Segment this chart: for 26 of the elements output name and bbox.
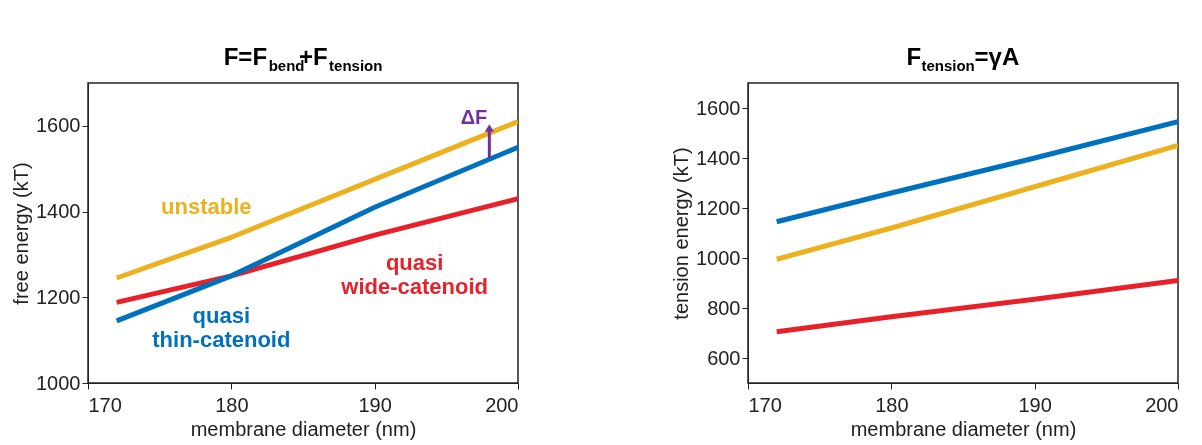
y-tick-label: 600 <box>707 346 741 369</box>
y-tick-label: 1400 <box>36 200 81 223</box>
y-tick-label: 1200 <box>36 285 81 308</box>
y-tick-label: 1600 <box>696 96 741 119</box>
x-tick-label: 180 <box>215 393 249 416</box>
y-tick-label: 1000 <box>36 371 81 394</box>
x-axis-title: membrane diameter (nm) <box>850 417 1077 440</box>
y-tick-label: 1600 <box>36 114 81 137</box>
x-tick-label: 200 <box>485 393 519 416</box>
y-axis-title: tension energy (kT) <box>670 147 693 320</box>
x-tick-label: 190 <box>358 393 392 416</box>
x-tick-label: 180 <box>875 393 909 416</box>
series-label: quasi wide-catenoid <box>340 250 489 300</box>
y-tick-label: 1400 <box>696 146 741 169</box>
y-tick-label: 1200 <box>696 196 741 219</box>
x-tick-label: 170 <box>748 393 782 416</box>
x-tick-label: 200 <box>1145 393 1179 416</box>
x-tick-label: 170 <box>88 393 122 416</box>
series-label: quasi thin-catenoid <box>152 302 291 352</box>
series-label: unstable <box>161 194 252 220</box>
y-tick-label: 800 <box>707 296 741 319</box>
annotation: ΔF <box>460 106 488 128</box>
y-tick-label: 1000 <box>696 246 741 269</box>
y-axis-title: free energy (kT) <box>10 162 33 305</box>
x-tick-label: 190 <box>1018 393 1052 416</box>
x-axis-title: membrane diameter (nm) <box>190 417 417 440</box>
